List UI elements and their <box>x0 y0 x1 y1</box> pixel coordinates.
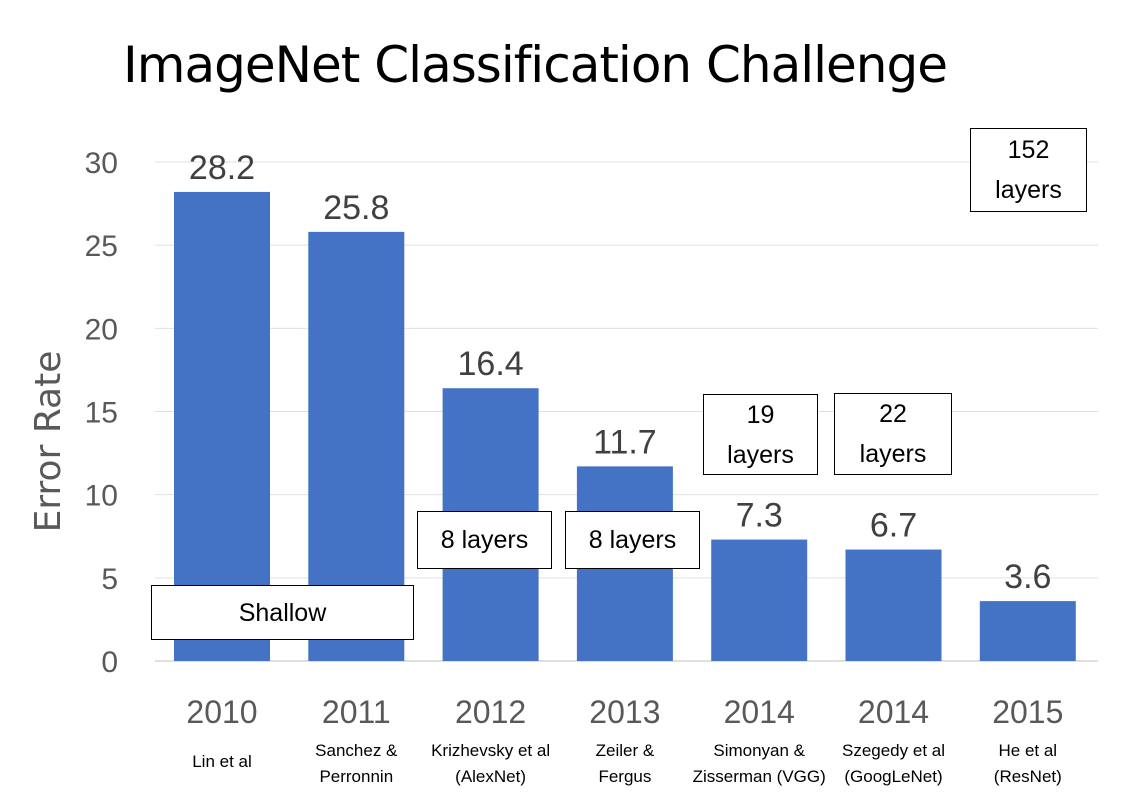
y-tick-label: 15 <box>85 397 118 430</box>
x-sublabel: Simonyan & <box>713 741 805 760</box>
y-tick-label: 20 <box>85 313 118 346</box>
bar-0 <box>174 191 270 661</box>
x-tick-label: 2010 <box>186 694 257 730</box>
x-tick-label: 2011 <box>322 694 391 730</box>
annotation-152-layers: 152 layers <box>970 128 1087 212</box>
bar-5 <box>845 549 942 661</box>
data-label: 7.3 <box>736 497 783 535</box>
x-sublabel: (AlexNet) <box>455 767 526 786</box>
bar-4 <box>711 539 808 661</box>
bar-6 <box>979 601 1076 661</box>
data-label: 3.6 <box>1004 558 1051 596</box>
y-tick-label: 25 <box>85 230 118 263</box>
x-sublabel: Lin et al <box>192 752 252 771</box>
data-label: 28.2 <box>189 149 255 187</box>
x-sublabel: Fergus <box>598 767 651 786</box>
annotation-8-layers-alexnet: 8 layers <box>417 511 552 569</box>
x-sublabel: (ResNet) <box>994 767 1062 786</box>
annotation-19-layers: 19 layers <box>703 394 818 475</box>
x-sublabel: Krizhevsky et al <box>431 741 550 760</box>
x-sublabel: (GoogLeNet) <box>844 767 942 786</box>
y-tick-label: 10 <box>85 480 118 513</box>
x-tick-label: 2015 <box>992 694 1063 730</box>
x-sublabel: Szegedy et al <box>842 741 945 760</box>
data-label: 25.8 <box>323 189 389 227</box>
annotation-22-layers: 22 layers <box>834 393 952 475</box>
x-sublabel: Zeiler & <box>596 741 655 760</box>
x-sublabel: Zisserman (VGG) <box>693 767 826 786</box>
x-tick-label: 2014 <box>858 694 929 730</box>
x-sublabel: Sanchez & <box>315 741 398 760</box>
y-tick-label: 0 <box>101 646 118 679</box>
data-label: 11.7 <box>593 423 657 461</box>
y-axis-label: Error Rate <box>28 351 69 533</box>
annotation-8-layers-zf: 8 layers <box>565 511 700 569</box>
data-label: 6.7 <box>870 507 917 545</box>
x-tick-label: 2014 <box>724 694 795 730</box>
y-tick-label: 5 <box>101 563 118 596</box>
x-sublabel: He et al <box>999 741 1058 760</box>
y-tick-label: 30 <box>85 147 118 180</box>
data-label: 16.4 <box>458 345 524 383</box>
x-tick-label: 2012 <box>455 694 526 730</box>
x-tick-label: 2013 <box>589 694 660 730</box>
x-sublabel: Perronnin <box>319 767 393 786</box>
annotation-shallow: Shallow <box>151 585 414 640</box>
chart-title: ImageNet Classification Challenge <box>123 36 948 94</box>
